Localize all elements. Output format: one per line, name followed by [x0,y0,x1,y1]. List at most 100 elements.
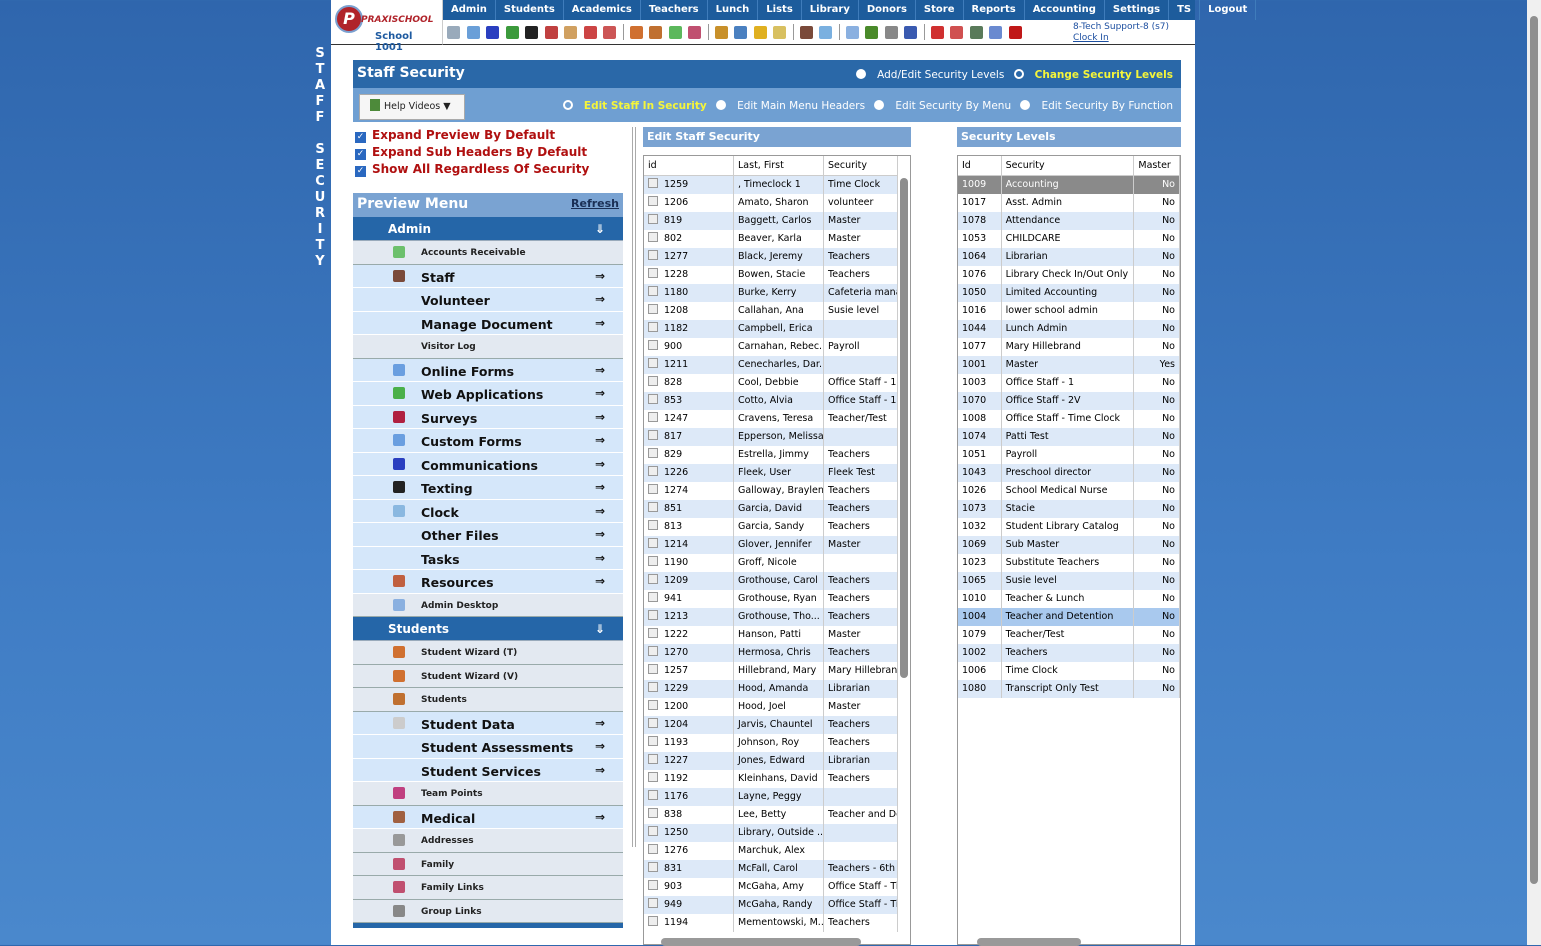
table-row[interactable]: 1247 Cravens, Teresa Teacher/Test [644,410,910,428]
table-row[interactable]: 1032 Student Library Catalog No [958,518,1180,536]
menu-item[interactable]: Family [353,852,623,876]
burger-icon[interactable] [714,25,728,39]
arrow-right-icon[interactable]: ⇒ [594,480,605,494]
row-checkbox[interactable] [648,736,658,746]
row-checkbox[interactable] [648,196,658,206]
table-row[interactable]: 1010 Teacher & Lunch No [958,590,1180,608]
table-row[interactable]: 1009 Accounting No [958,176,1180,194]
nav-teachers[interactable]: Teachers [641,0,708,20]
table-row[interactable]: 838 Lee, Betty Teacher and De [644,806,910,824]
row-checkbox[interactable] [648,808,658,818]
money-icon[interactable] [668,25,682,39]
help-videos-button[interactable]: Help Videos ▼ [359,94,465,120]
column-header[interactable]: id [644,156,734,175]
row-checkbox[interactable] [648,556,658,566]
search-icon[interactable] [447,25,460,39]
menu-item[interactable]: Manage Document ⇒ [353,311,623,335]
row-checkbox[interactable] [648,844,658,854]
nav-library[interactable]: Library [802,0,859,20]
table-row[interactable]: 1209 Grothouse, Carol Teachers [644,572,910,590]
radio-change-levels[interactable]: Change Security Levels [1013,69,1173,81]
export-icon[interactable] [773,25,786,39]
row-checkbox[interactable] [648,214,658,224]
table-row[interactable]: 1194 Mementowski, M... Teachers [644,914,910,932]
table-row[interactable]: 1077 Mary Hillebrand No [958,338,1180,356]
menu-item[interactable]: Student Data ⇒ [353,711,623,735]
add-user-icon[interactable] [629,25,643,39]
table-row[interactable]: 941 Grothouse, Ryan Teachers [644,590,910,608]
table-row[interactable]: 1176 Layne, Peggy [644,788,910,806]
family-icon[interactable] [688,25,701,39]
table-row[interactable]: 1074 Patti Test No [958,428,1180,446]
radio-edit-by-function[interactable]: Edit Security By Function [1020,100,1173,112]
row-checkbox[interactable] [648,430,658,440]
nav-reports[interactable]: Reports [964,0,1025,20]
table-row[interactable]: 1065 Susie level No [958,572,1180,590]
row-checkbox[interactable] [648,610,658,620]
arrow-right-icon[interactable]: ⇒ [594,809,605,824]
arrow-right-icon[interactable]: ⇒ [594,433,605,447]
row-checkbox[interactable] [648,412,658,422]
arrow-right-icon[interactable]: ⇒ [594,456,605,471]
checkbox[interactable]: ✓ [355,166,366,177]
table-row[interactable]: 1192 Kleinhans, David Teachers [644,770,910,788]
menu-item[interactable]: Visitor Log [353,335,623,359]
arrow-right-icon[interactable]: ⇒ [594,315,605,330]
row-checkbox[interactable] [648,232,658,242]
table-row[interactable]: 1180 Burke, Kerry Cafeteria mana [644,284,910,302]
table-row[interactable]: 1064 Librarian No [958,248,1180,266]
row-checkbox[interactable] [648,322,658,332]
arrow-right-icon[interactable]: ⇒ [594,386,605,400]
table-row[interactable]: 1069 Sub Master No [958,536,1180,554]
row-checkbox[interactable] [648,574,658,584]
table-row[interactable]: 1008 Office Staff - Time Clock No [958,410,1180,428]
menu-item[interactable]: Student Services ⇒ [353,758,623,782]
menu-item[interactable]: Staff ⇒ [353,264,623,288]
row-checkbox[interactable] [648,646,658,656]
row-checkbox[interactable] [648,268,658,278]
row-checkbox[interactable] [648,898,658,908]
section-students[interactable]: Students ⇓ [353,617,623,641]
table-row[interactable]: 829 Estrella, Jimmy Teachers [644,446,910,464]
section-admin[interactable]: Admin ⇓ [353,217,623,241]
arrow-right-icon[interactable]: ⇒ [594,527,605,541]
arrow-right-icon[interactable]: ⇒ [594,292,605,306]
splitter[interactable] [632,127,636,847]
pdf-icon[interactable] [930,25,944,39]
row-checkbox[interactable] [648,466,658,476]
menu-item[interactable]: Group Links [353,899,623,923]
row-checkbox[interactable] [648,700,658,710]
menu-item[interactable]: Student Assessments ⇒ [353,735,623,759]
book-icon[interactable] [734,25,747,39]
menu-item[interactable]: Surveys ⇒ [353,405,623,429]
menu-item[interactable]: Texting ⇒ [353,476,623,500]
row-checkbox[interactable] [648,718,658,728]
table-row[interactable]: 1208 Callahan, Ana Susie level [644,302,910,320]
table-row[interactable]: 817 Epperson, Melissa [644,428,910,446]
menu-item[interactable]: Web Applications ⇒ [353,382,623,406]
levels-grid-hscrollbar[interactable] [977,938,1081,946]
table-row[interactable]: 900 Carnahan, Rebec... Payroll [644,338,910,356]
table-row[interactable]: 1003 Office Staff - 1 No [958,374,1180,392]
checkbox[interactable]: ✓ [355,132,366,143]
table-row[interactable]: 1004 Teacher and Detention No [958,608,1180,626]
table-row[interactable]: 1080 Transcript Only Test No [958,680,1180,698]
menu-item[interactable]: Tasks ⇒ [353,546,623,570]
row-checkbox[interactable] [648,880,658,890]
broom-icon[interactable] [753,25,767,39]
staff-grid-scrollbar[interactable] [898,156,910,944]
table-row[interactable]: 1001 Master Yes [958,356,1180,374]
arrow-right-icon[interactable]: ⇒ [594,362,605,377]
nav-admin[interactable]: Admin [443,0,496,20]
power-icon[interactable] [1008,25,1022,39]
nav-donors[interactable]: Donors [859,0,916,20]
table-row[interactable]: 903 McGaha, Amy Office Staff - Ti [644,878,910,896]
row-checkbox[interactable] [648,862,658,872]
table-row[interactable]: 1193 Johnson, Roy Teachers [644,734,910,752]
menu-item[interactable]: Family Links [353,876,623,900]
table-row[interactable]: 828 Cool, Debbie Office Staff - 1 [644,374,910,392]
table-row[interactable]: 1017 Asst. Admin No [958,194,1180,212]
nav-store[interactable]: Store [916,0,964,20]
arrow-right-icon[interactable]: ⇒ [594,715,605,730]
table-row[interactable]: 819 Baggett, Carlos Master [644,212,910,230]
